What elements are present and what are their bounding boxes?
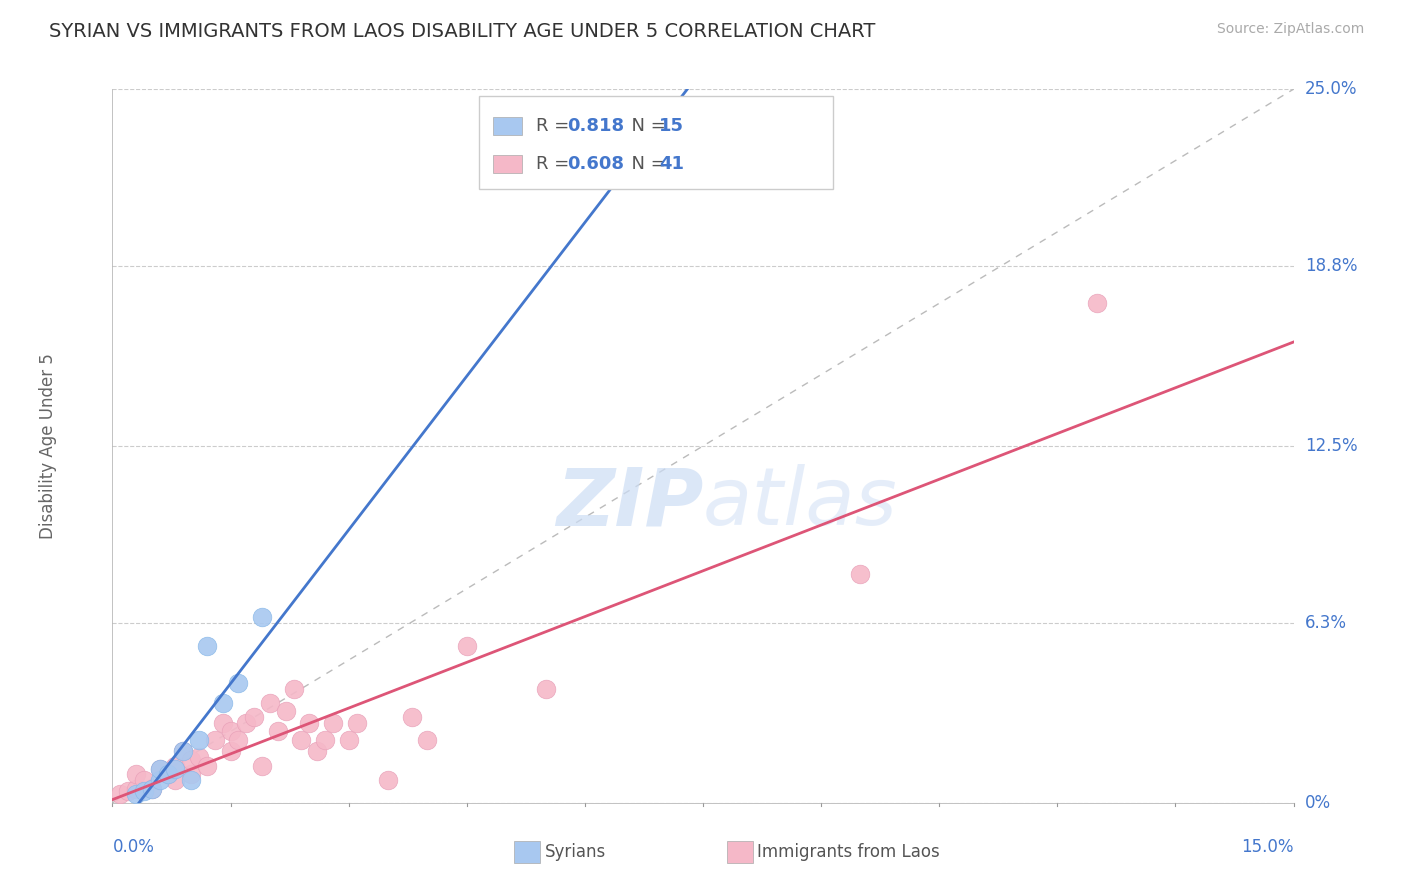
Text: 41: 41 — [659, 155, 685, 173]
Text: 0.818: 0.818 — [567, 118, 624, 136]
Point — [188, 733, 211, 747]
Point — [125, 781, 148, 796]
Point — [849, 567, 872, 582]
Text: R =: R = — [537, 118, 575, 136]
Point — [110, 787, 132, 801]
Point — [165, 772, 187, 787]
Text: 0.0%: 0.0% — [112, 838, 155, 856]
Text: 0%: 0% — [1305, 794, 1330, 812]
Point — [141, 781, 163, 796]
Text: 12.5%: 12.5% — [1305, 437, 1357, 455]
Point — [283, 681, 305, 696]
Point — [219, 724, 242, 739]
Text: R =: R = — [537, 155, 575, 173]
FancyBboxPatch shape — [492, 118, 522, 136]
Text: Source: ZipAtlas.com: Source: ZipAtlas.com — [1216, 22, 1364, 37]
Point — [259, 696, 281, 710]
Text: 25.0%: 25.0% — [1305, 80, 1357, 98]
Point — [307, 744, 329, 758]
Point — [1085, 296, 1108, 310]
Point — [211, 696, 233, 710]
Point — [195, 758, 218, 772]
Point — [125, 767, 148, 781]
Point — [298, 715, 321, 730]
Text: Disability Age Under 5: Disability Age Under 5 — [38, 353, 56, 539]
Point — [165, 758, 187, 772]
Point — [219, 744, 242, 758]
Point — [156, 767, 179, 781]
Text: 0.608: 0.608 — [567, 155, 624, 173]
Point — [117, 784, 139, 798]
Point — [228, 733, 250, 747]
Point — [290, 733, 312, 747]
Point — [172, 744, 194, 758]
Text: 15.0%: 15.0% — [1241, 838, 1294, 856]
Point — [180, 767, 202, 781]
Point — [401, 710, 423, 724]
Text: 6.3%: 6.3% — [1305, 614, 1347, 632]
Text: 18.8%: 18.8% — [1305, 257, 1357, 275]
Text: ZIP: ZIP — [555, 464, 703, 542]
Point — [188, 750, 211, 764]
Point — [613, 168, 636, 182]
Point — [132, 772, 155, 787]
Point — [149, 772, 172, 787]
Point — [267, 724, 290, 739]
Point — [322, 715, 344, 730]
Point — [204, 733, 226, 747]
Point — [149, 762, 172, 776]
Point — [456, 639, 478, 653]
Point — [132, 784, 155, 798]
Point — [416, 733, 439, 747]
Text: N =: N = — [620, 155, 672, 173]
Point — [235, 715, 257, 730]
Point — [172, 744, 194, 758]
Text: atlas: atlas — [703, 464, 898, 542]
Point — [250, 758, 273, 772]
FancyBboxPatch shape — [727, 840, 752, 863]
Point — [377, 772, 399, 787]
Point — [141, 781, 163, 796]
Point — [180, 753, 202, 767]
Text: SYRIAN VS IMMIGRANTS FROM LAOS DISABILITY AGE UNDER 5 CORRELATION CHART: SYRIAN VS IMMIGRANTS FROM LAOS DISABILIT… — [49, 22, 876, 41]
Point — [211, 715, 233, 730]
Text: N =: N = — [620, 118, 672, 136]
Point — [195, 639, 218, 653]
Point — [156, 767, 179, 781]
FancyBboxPatch shape — [478, 96, 832, 189]
Point — [534, 681, 557, 696]
FancyBboxPatch shape — [492, 155, 522, 173]
Point — [228, 676, 250, 690]
Text: 15: 15 — [659, 118, 685, 136]
Point — [149, 762, 172, 776]
Point — [180, 772, 202, 787]
Point — [165, 762, 187, 776]
Point — [337, 733, 360, 747]
Point — [243, 710, 266, 724]
Point — [274, 705, 297, 719]
Point — [125, 787, 148, 801]
Text: Immigrants from Laos: Immigrants from Laos — [758, 843, 941, 861]
Point — [314, 733, 336, 747]
FancyBboxPatch shape — [515, 840, 540, 863]
Point — [346, 715, 368, 730]
Point — [250, 610, 273, 624]
Text: Syrians: Syrians — [544, 843, 606, 861]
